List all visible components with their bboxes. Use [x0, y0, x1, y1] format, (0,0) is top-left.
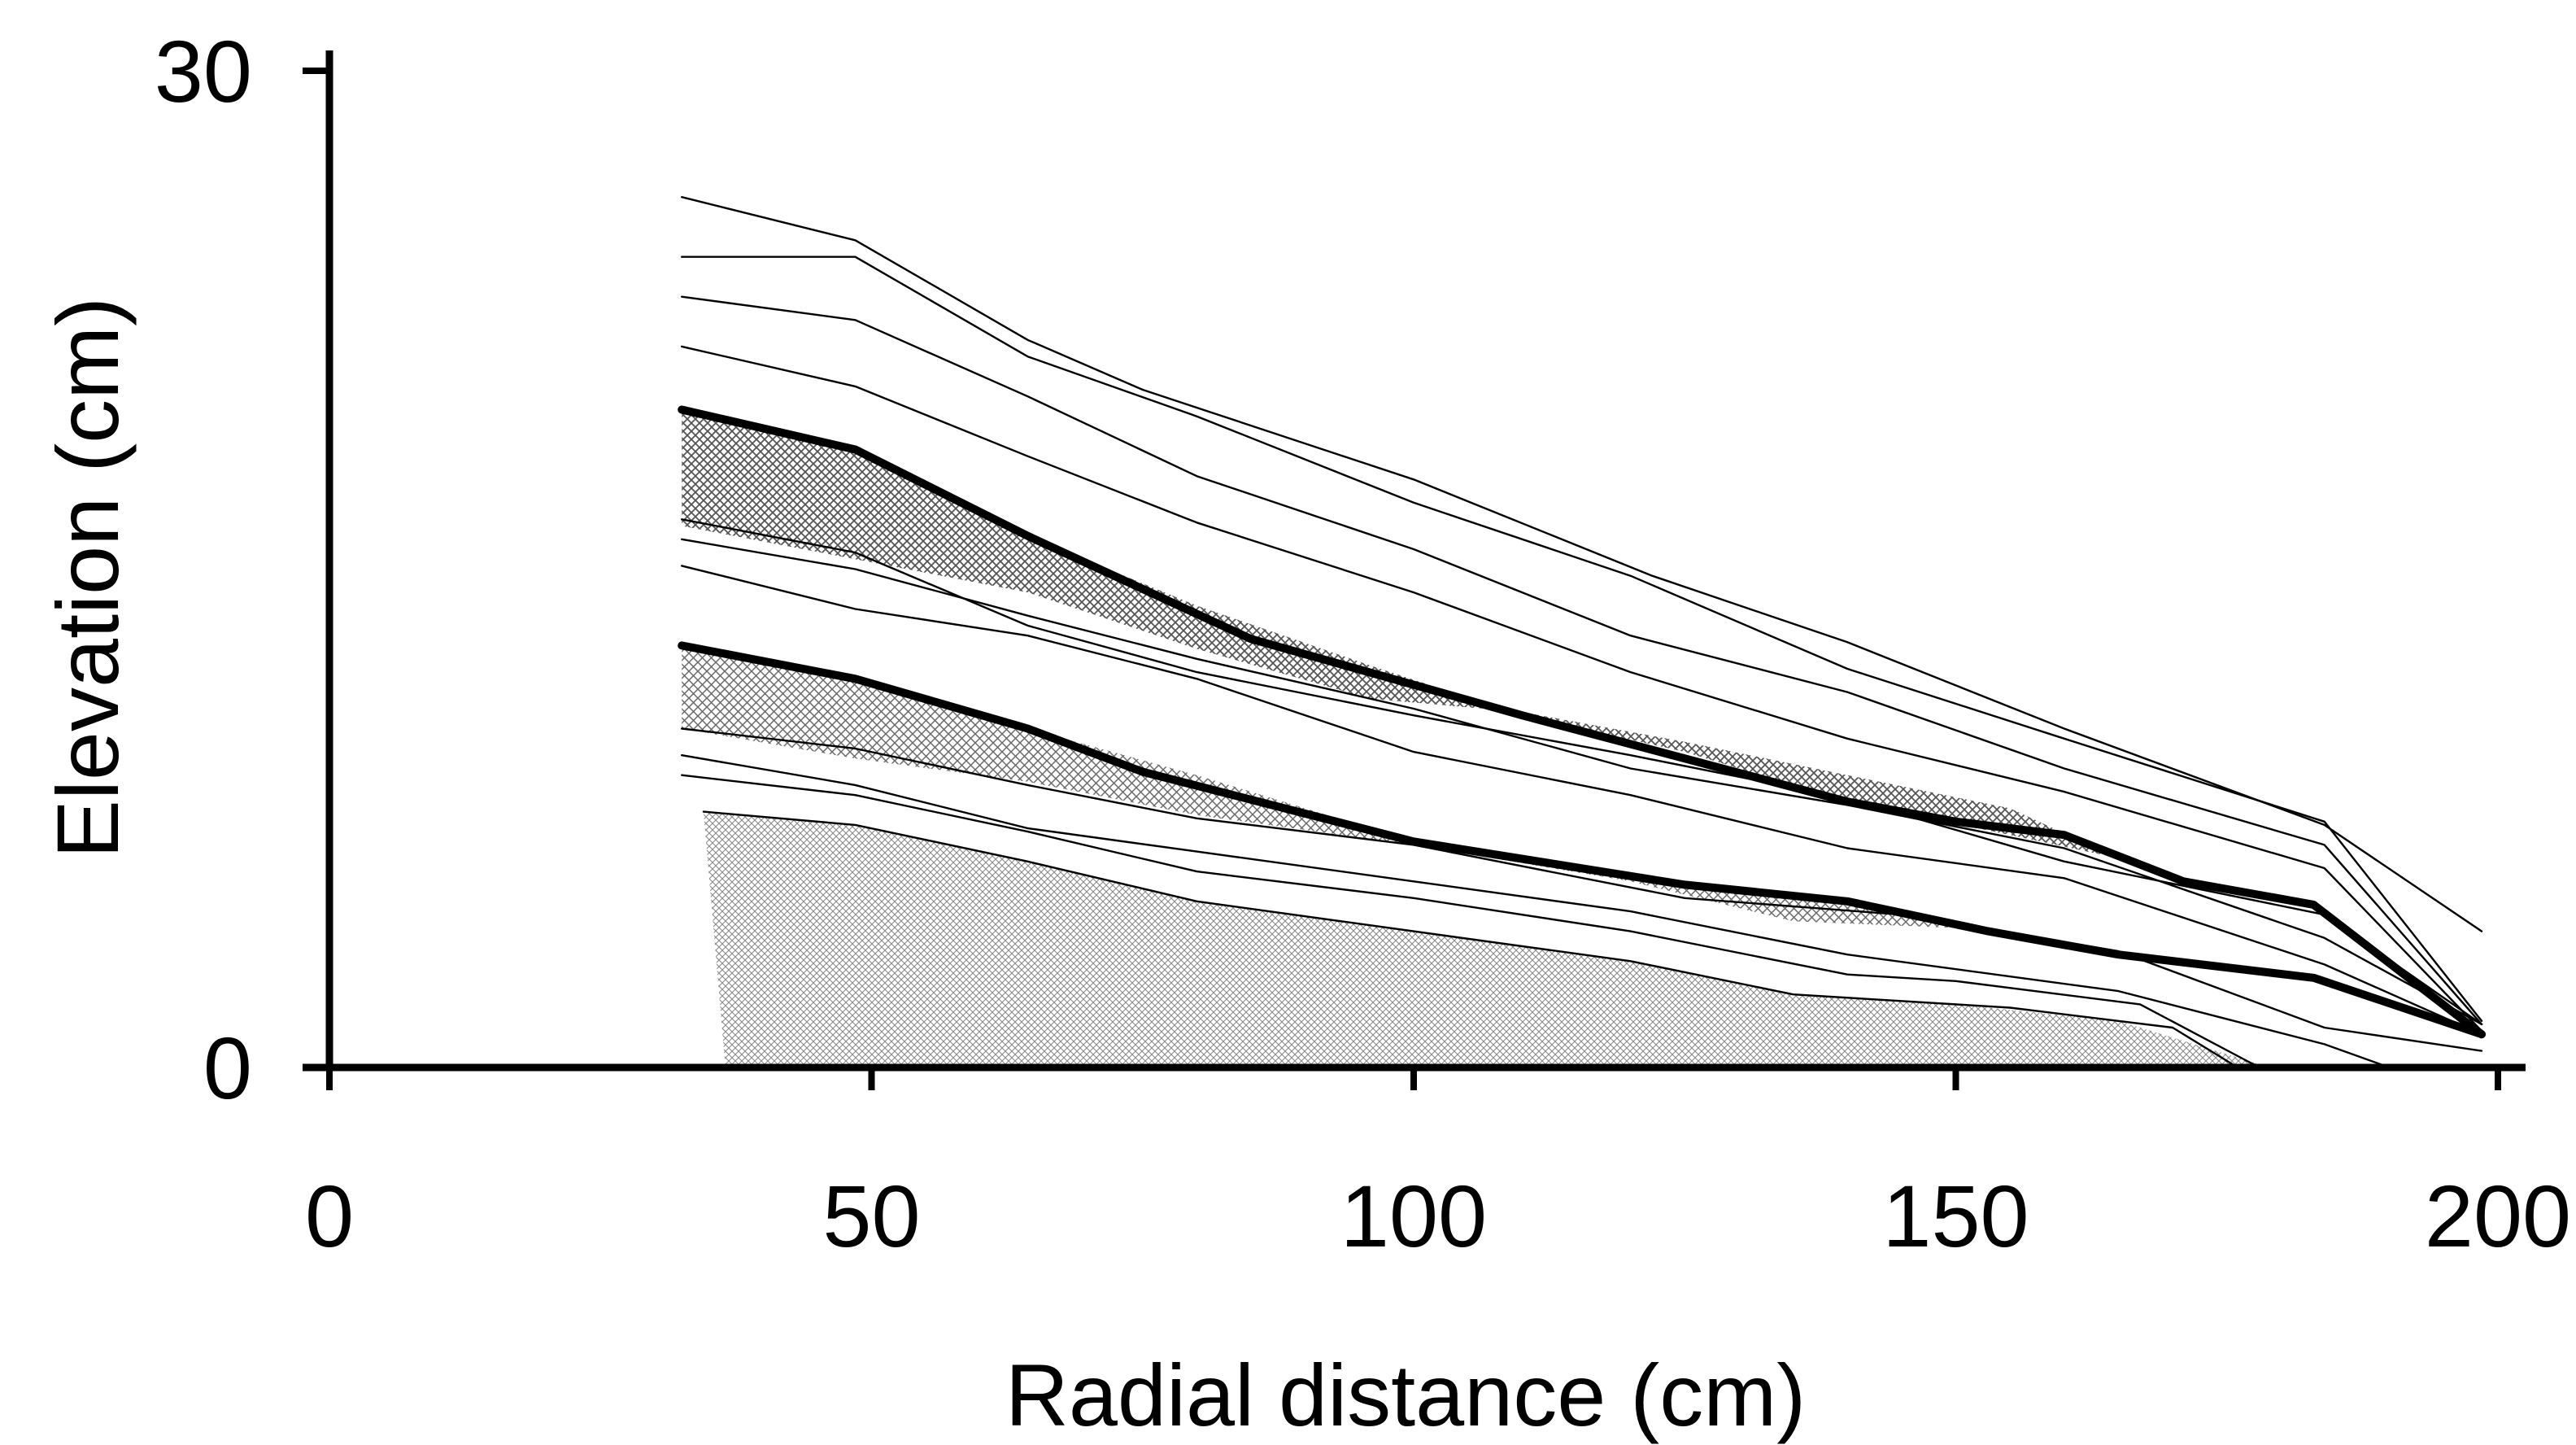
x-tick-label-150: 150: [1882, 1167, 2029, 1265]
x-tick-label-50: 50: [822, 1167, 920, 1265]
profile-line-12: [681, 774, 2260, 1069]
profile-line-13: [702, 810, 2239, 1069]
shaded-region-3: [703, 811, 2260, 1064]
x-tick-label-200: 200: [2425, 1167, 2571, 1265]
profile-line-3: [681, 295, 2483, 1026]
profile-line-1: [681, 195, 2483, 932]
profile-line-4: [681, 345, 2483, 1032]
x-tick-label-0: 0: [305, 1167, 354, 1265]
y-tick-label-30: 30: [155, 22, 252, 120]
x-axis-title: Radial distance (cm): [1005, 1346, 1806, 1444]
y-tick-label-0: 0: [203, 1019, 252, 1117]
profile-line-7: [681, 538, 2483, 1026]
profile-line-8: [681, 565, 2483, 1036]
shaded-region-1: [682, 409, 2119, 858]
elevation-profile-lines: [678, 195, 2486, 1069]
profile-line-10: [681, 727, 2483, 1052]
shaded-regions: [682, 409, 2260, 1064]
profile-line-9-bold: [678, 641, 2486, 1039]
axes: [303, 50, 2526, 1072]
profile-line-11: [681, 754, 2391, 1069]
profile-line-6: [681, 518, 2483, 1026]
profile-line-2: [681, 255, 2483, 1023]
x-tick-label-100: 100: [1340, 1167, 1487, 1265]
axis-ticks: 0 50 100 150 200 0 30: [155, 22, 2571, 1265]
y-axis-title: Elevation (cm): [38, 297, 137, 858]
profile-line-5-bold: [678, 405, 2486, 1039]
